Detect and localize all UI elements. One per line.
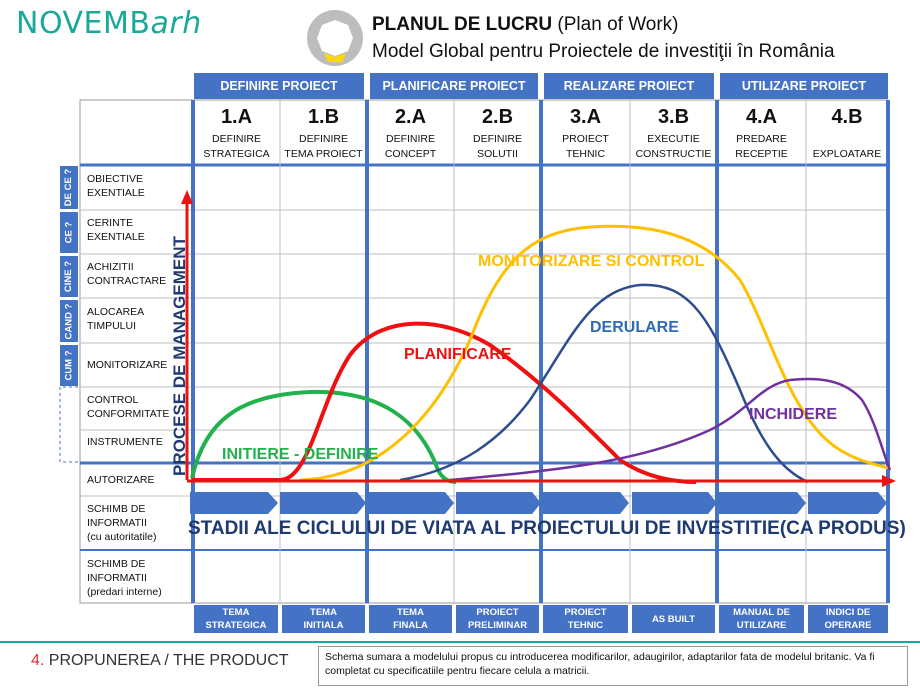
stage-name-3b: EXECUTIE CONSTRUCTIE	[635, 133, 712, 160]
lifecycle-arrow-7	[719, 492, 806, 514]
deliverable-proiect-tehnic: PROIECT TEHNIC	[543, 605, 628, 633]
stage-name-1a: DEFINIRE STRATEGICA	[203, 133, 270, 160]
phase-definire: DEFINIRE PROIECT	[194, 73, 364, 99]
question-de-ce: DE CE ?	[60, 166, 78, 209]
question-cand: CAND ?	[60, 300, 78, 342]
deliverable-indici-operare: INDICI DE OPERARE	[808, 605, 888, 633]
lifecycle-arrow-4	[456, 492, 541, 514]
lifecycle-arrow-2	[280, 492, 366, 514]
question-cine: CINE ?	[60, 256, 78, 297]
question-bracket	[59, 386, 78, 463]
curve-label-initiere: INITIERE - DEFINIRE	[222, 446, 379, 463]
stage-code-1a: 1.A	[220, 106, 253, 128]
footer-divider	[0, 641, 920, 643]
curve-label-monitorizare: MONITORIZARE SI CONTROL	[478, 253, 705, 270]
curve-monitorizare	[299, 224, 889, 482]
stage-code-3a: 3.A	[569, 106, 602, 128]
question-ce: CE ?	[60, 212, 78, 253]
row-label-autorizare: AUTORIZARE	[87, 474, 155, 486]
horizontal-axis-arrowhead	[882, 475, 896, 487]
brand-logo: NOVEMBarh	[16, 6, 202, 41]
deliverable-as-built: AS BUILT	[632, 605, 715, 633]
stage-code-2a: 2.A	[394, 106, 427, 128]
deliverable-proiect-preliminar: PROIECT PRELIMINAR	[456, 605, 539, 633]
page-title: PLANUL DE LUCRU (Plan of Work)	[372, 14, 679, 35]
row-label-schimb-intern: SCHIMB DE INFORMATII (predari interne)	[87, 558, 162, 598]
deliverable-manual-utilizare: MANUAL DE UTILIZARE	[719, 605, 804, 633]
footer-section-title: 4. PROPUNEREA / THE PRODUCT	[31, 652, 289, 669]
stage-name-1b: DEFINIRE TEMA PROIECT	[284, 133, 363, 160]
row-label-alocarea: ALOCAREA TIMPULUI	[87, 306, 145, 332]
lifecycle-stages-label: STADII ALE CICLULUI DE VIATA AL PROIECTU…	[188, 518, 906, 539]
deliverable-tema-finala: TEMA FINALA	[369, 605, 452, 633]
stage-name-4a: PREDARE RECEPTIE	[735, 133, 788, 160]
stage-code-4a: 4.A	[745, 106, 778, 128]
curve-planificare	[192, 321, 697, 484]
stage-name-4b: EXPLOATARE	[812, 148, 882, 160]
row-label-cerinte: CERINTE EXENTIALE	[87, 217, 145, 243]
stage-code-3b: 3.B	[657, 106, 690, 128]
page-subtitle: Model Global pentru Proiectele de invest…	[372, 41, 835, 62]
row-label-obiective: OBIECTIVE EXENTIALE	[87, 173, 145, 199]
row-label-achizitii: ACHIZITII CONTRACTARE	[87, 261, 167, 287]
stage-code-1b: 1.B	[307, 106, 340, 128]
deliverable-tema-initiala: TEMA INITIALA	[282, 605, 365, 633]
stage-code-2b: 2.B	[481, 106, 514, 128]
lifecycle-arrow-5	[543, 492, 629, 514]
stage-name-2b: DEFINIRE SOLUTII	[472, 133, 522, 160]
row-label-instrumente: INSTRUMENTE	[87, 436, 163, 448]
phase-utilizare: UTILIZARE PROIECT	[720, 73, 888, 99]
row-label-schimb-autoritati: SCHIMB DE INFORMATII (cu autoritatile)	[87, 503, 157, 543]
lifecycle-arrow-6	[632, 492, 717, 514]
lifecycle-arrow-1	[190, 492, 278, 514]
row-label-control: CONTROL CONFORMITATE	[87, 394, 170, 420]
vertical-axis-arrowhead	[181, 190, 193, 204]
management-processes-label: PROCESE DE MANAGEMENT	[170, 236, 189, 476]
lifecycle-arrow-8	[808, 492, 887, 514]
curve-initiere	[190, 389, 457, 484]
stage-name-2a: DEFINIRE CONCEPT	[384, 133, 437, 160]
question-cum: CUM ?	[60, 345, 78, 386]
deliverable-tema-strategica: TEMA STRATEGICA	[194, 605, 278, 633]
row-label-monitorizare: MONITORIZARE	[87, 359, 168, 371]
lifecycle-arrows	[190, 492, 887, 514]
footer-note: Schema sumara a modelului propus cu intr…	[318, 646, 908, 686]
curve-inchidere	[449, 377, 892, 482]
phase-planificare: PLANIFICARE PROIECT	[370, 73, 538, 99]
phase-realizare: REALIZARE PROIECT	[544, 73, 714, 99]
column-gridlines	[191, 100, 890, 603]
curve-derulare	[399, 283, 809, 484]
curve-label-derulare: DERULARE	[590, 319, 679, 336]
plan-of-work-logo-icon	[307, 10, 363, 66]
lifecycle-arrow-3	[369, 492, 454, 514]
curve-label-inchidere: INCHIDERE	[749, 406, 838, 423]
stage-name-3a: PROIECT TEHNIC	[562, 133, 609, 160]
stage-code-4b: 4.B	[831, 106, 863, 128]
curve-label-planificare: PLANIFICARE	[404, 346, 512, 363]
